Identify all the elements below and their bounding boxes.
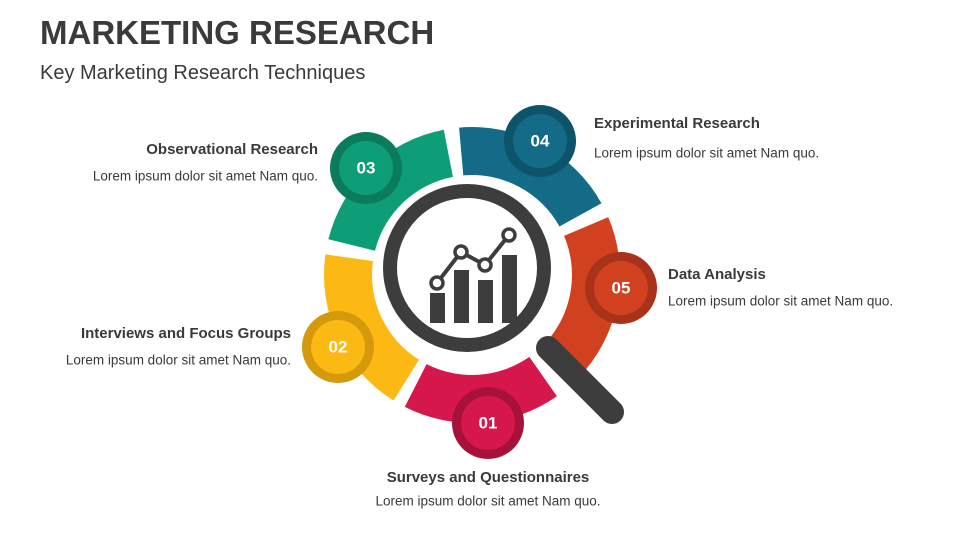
ring-segment — [548, 217, 620, 371]
badge-number: 04 — [531, 131, 550, 150]
item-title: Data Analysis — [668, 266, 766, 283]
badge-number: 05 — [612, 278, 631, 297]
badge-inner — [339, 141, 393, 195]
ring-segment — [324, 254, 420, 401]
badge-inner — [513, 114, 567, 168]
magnifier-handle — [536, 336, 624, 424]
item-title: Experimental Research — [594, 115, 760, 132]
badge-inner — [311, 320, 365, 374]
item-title: Observational Research — [146, 141, 318, 158]
item-text: Lorem ipsum dolor sit amet Nam quo. — [375, 494, 600, 509]
ring-segment — [459, 127, 602, 227]
item-text: Lorem ipsum dolor sit amet Nam quo. — [93, 169, 318, 184]
item-title: Interviews and Focus Groups — [81, 325, 291, 342]
badge-inner — [461, 396, 515, 450]
badge-number: 03 — [357, 158, 376, 177]
badge-inner — [594, 261, 648, 315]
item-text: Lorem ipsum dolor sit amet Nam quo. — [594, 146, 819, 161]
item-text: Lorem ipsum dolor sit amet Nam quo. — [66, 353, 291, 368]
badge-number: 02 — [329, 337, 348, 356]
item-text: Lorem ipsum dolor sit amet Nam quo. — [668, 294, 893, 309]
title: MARKETING RESEARCH — [40, 14, 435, 51]
item-title: Surveys and Questionnaires — [387, 469, 590, 486]
badge-number: 01 — [479, 413, 498, 432]
chart-icon — [429, 227, 517, 323]
subtitle: Key Marketing Research Techniques — [40, 62, 366, 84]
